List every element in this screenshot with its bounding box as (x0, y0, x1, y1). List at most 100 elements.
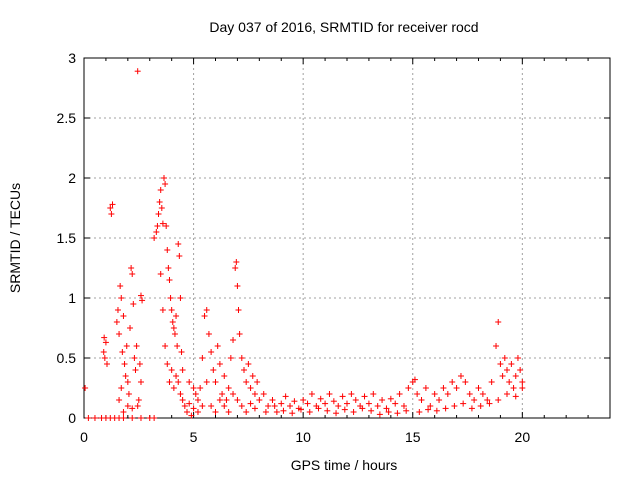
data-point (197, 385, 204, 391)
data-point (230, 391, 237, 397)
data-point (101, 355, 108, 361)
data-point (190, 405, 197, 412)
data-point (133, 343, 140, 349)
data-point (344, 400, 350, 407)
data-point (129, 415, 136, 421)
data-point (433, 407, 440, 414)
y-tick-label-3: 1.5 (57, 230, 77, 246)
data-point (361, 393, 368, 400)
data-point (173, 373, 180, 379)
data-point (508, 361, 515, 367)
data-point (176, 253, 183, 259)
data-point (335, 403, 342, 409)
data-point (442, 405, 449, 412)
data-point (102, 339, 109, 346)
data-point (129, 405, 136, 412)
data-point (468, 405, 475, 412)
data-point (425, 406, 432, 413)
data-point (210, 367, 217, 373)
data-point (238, 355, 245, 361)
data-point (109, 201, 116, 208)
data-point (497, 361, 504, 367)
data-point (164, 361, 171, 367)
data-point (157, 187, 164, 193)
data-point (153, 229, 160, 235)
data-point (135, 397, 142, 403)
data-point (278, 400, 285, 407)
data-point (291, 398, 298, 405)
data-point (184, 409, 191, 415)
data-point (287, 403, 294, 409)
data-point (484, 397, 491, 403)
data-point (163, 223, 170, 229)
data-point (186, 400, 193, 407)
data-point (304, 400, 311, 407)
data-point (174, 343, 181, 349)
data-point (317, 395, 324, 402)
data-point (251, 405, 258, 412)
y-tick-label-2: 1 (68, 290, 76, 306)
data-point (139, 297, 146, 304)
data-point (137, 292, 144, 299)
data-point (212, 379, 219, 385)
data-point (165, 265, 172, 271)
y-tick-label-4: 2 (68, 170, 76, 186)
data-point (232, 265, 239, 271)
data-point (117, 283, 124, 289)
data-point (477, 403, 484, 409)
y-tick-label-5: 2.5 (57, 110, 77, 126)
data-point (201, 313, 208, 319)
data-point (506, 379, 513, 385)
data-point (479, 391, 486, 397)
data-point (306, 409, 313, 415)
data-point (190, 385, 197, 391)
data-point (205, 331, 212, 337)
data-point (427, 403, 434, 409)
data-point (166, 277, 173, 283)
data-point (159, 220, 166, 227)
data-point (179, 367, 186, 373)
data-point (488, 379, 495, 385)
data-point (471, 397, 478, 403)
data-point (289, 410, 296, 417)
data-point (136, 361, 143, 367)
data-point (453, 385, 460, 391)
data-point (326, 391, 333, 397)
data-point (118, 295, 125, 301)
grid-lines (84, 58, 610, 418)
data-point (225, 409, 232, 415)
data-point (192, 391, 199, 397)
data-point (411, 376, 418, 383)
data-point (128, 265, 135, 271)
data-point (113, 319, 120, 325)
data-point (134, 403, 141, 409)
data-point (160, 175, 167, 181)
data-point (124, 403, 131, 409)
data-point (517, 367, 524, 373)
data-point (501, 355, 508, 361)
data-point (243, 379, 250, 385)
data-point (339, 393, 346, 400)
x-tick-label-1: 5 (190, 429, 198, 445)
data-point (120, 313, 127, 319)
data-point (171, 331, 178, 337)
data-point (234, 283, 241, 289)
data-point (495, 397, 502, 403)
data-point (271, 403, 278, 409)
x-axis-label: GPS time / hours (291, 457, 398, 473)
data-point (162, 343, 169, 349)
data-point (225, 385, 232, 391)
data-point (221, 403, 228, 409)
data-point (457, 373, 464, 379)
data-point (249, 373, 256, 379)
data-point (118, 385, 125, 391)
data-point (208, 403, 215, 409)
data-point (199, 355, 206, 361)
axis-ticks: 0 5 10 15 20 0 0.5 1 1.5 2 2.5 3 (57, 50, 611, 445)
data-point (503, 391, 510, 397)
data-point (203, 307, 210, 313)
data-point (256, 397, 263, 403)
data-point (392, 400, 399, 407)
